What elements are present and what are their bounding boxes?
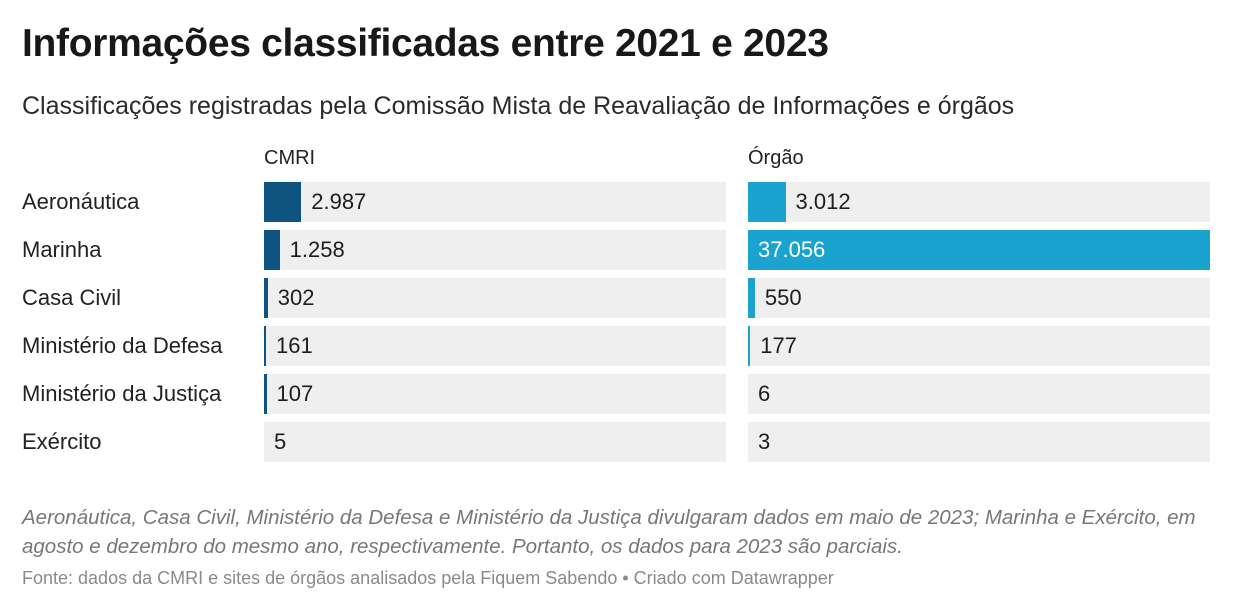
bar [748,182,786,222]
bar-track: 161 [264,326,726,366]
bar [748,230,1210,270]
bar [264,230,280,270]
row-label: Ministério da Defesa [22,333,223,358]
value-label: 107 [276,381,314,406]
value-label: 302 [277,285,315,310]
bar-track: 6 [748,374,1210,414]
bar-track: 177 [748,326,1210,366]
value-label: 2.987 [311,189,367,214]
bar [748,278,755,318]
row-label: Ministério da Justiça [22,381,222,406]
bar-track: 550 [748,278,1210,318]
row-label: Marinha [22,237,102,262]
value-label: 1.258 [289,237,345,262]
row-label: Exército [22,429,102,454]
bar [748,326,751,366]
bar [264,182,302,222]
value-label: 3.012 [795,189,851,214]
bar-track: 2.987 [264,182,726,222]
value-label: 161 [276,333,313,358]
column-header-1: Órgão [748,147,804,169]
bar-track: 5 [264,422,726,462]
chart-subtitle: Classificações registradas pela Comissão… [22,92,1015,120]
bar-track: 302 [264,278,726,318]
column-header-0: CMRI [264,147,316,169]
row-label: Casa Civil [22,285,122,310]
bar-track: 1.258 [264,230,726,270]
row-label: Aeronáutica [22,189,140,214]
chart-title: Informações classificadas entre 2021 e 2… [22,22,829,65]
value-label: 6 [758,381,771,406]
value-label: 550 [764,285,802,310]
bar-track: 37.056 [748,230,1210,270]
bar [264,278,268,318]
bar-track: 107 [264,374,726,414]
value-label: 37.056 [758,237,826,262]
bar-track: 3.012 [748,182,1210,222]
bar [264,374,267,414]
bar [264,326,266,366]
value-label: 177 [760,333,797,358]
bar-track: 3 [748,422,1210,462]
value-label: 5 [274,429,287,454]
value-label: 3 [758,429,771,454]
chart-note: Aeronáutica, Casa Civil, Ministério da D… [22,506,1196,558]
chart-source: Fonte: dados da CMRI e sites de órgãos a… [22,568,834,588]
